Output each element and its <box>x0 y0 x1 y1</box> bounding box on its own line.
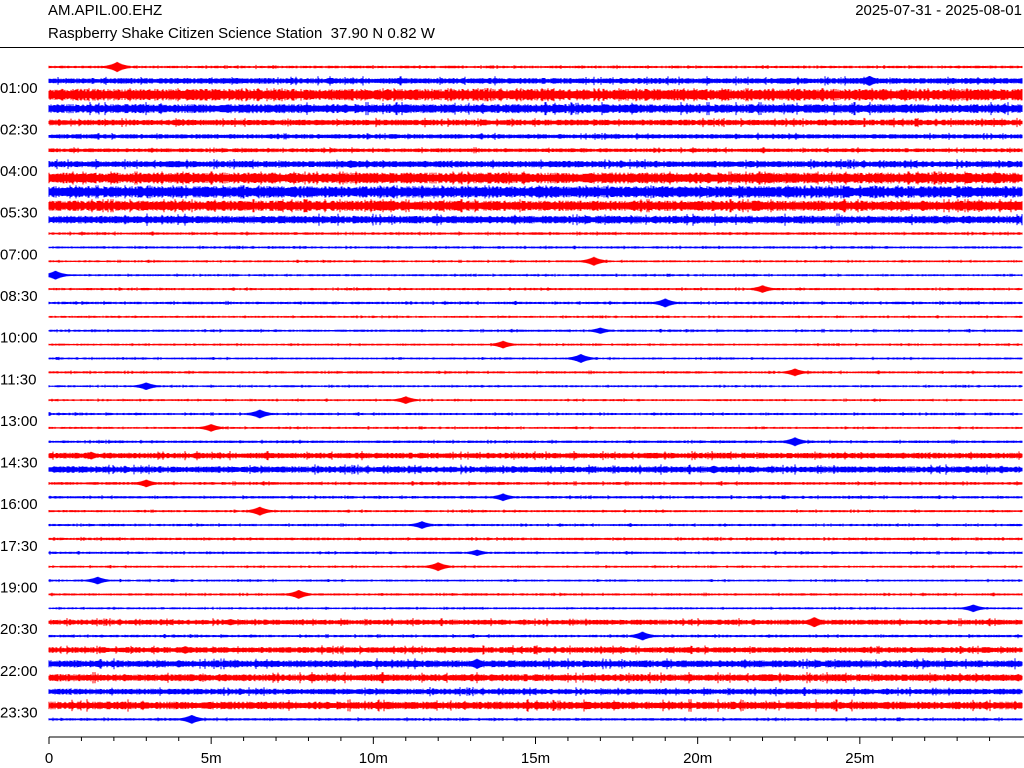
trace-row <box>48 76 1023 86</box>
trace-row <box>48 245 1023 250</box>
trace-row <box>48 88 1023 102</box>
trace-row <box>48 424 1023 432</box>
trace-row <box>48 464 1023 475</box>
trace-row <box>48 699 1023 712</box>
row-time-label: 04:00 <box>0 163 38 180</box>
trace-row <box>48 132 1023 140</box>
row-time-label: 10:00 <box>0 330 38 347</box>
trace-row <box>48 631 1023 641</box>
trace-row <box>48 715 1023 724</box>
row-time-label: 02:30 <box>0 122 38 139</box>
trace-row <box>48 159 1023 170</box>
row-time-label: 08:30 <box>0 288 38 305</box>
station-code: AM.APIL.00.EHZ <box>48 2 163 19</box>
trace-rows <box>48 61 1023 724</box>
trace-row <box>48 562 1023 572</box>
trace-row <box>48 270 1023 280</box>
x-tick-label: 10m <box>359 750 388 767</box>
trace-row <box>48 315 1023 319</box>
row-time-label: 19:00 <box>0 580 38 597</box>
trace-row <box>48 576 1023 585</box>
row-time-label: 16:00 <box>0 496 38 513</box>
trace-row <box>48 171 1023 185</box>
row-time-label: 07:00 <box>0 246 38 263</box>
row-time-label: 13:00 <box>0 413 38 430</box>
trace-row <box>48 354 1023 363</box>
trace-row <box>48 536 1023 541</box>
trace-row <box>48 521 1023 529</box>
trace-row <box>48 213 1023 226</box>
trace-row <box>48 687 1023 697</box>
trace-row <box>48 368 1023 377</box>
trace-row <box>48 451 1023 461</box>
trace-row <box>48 117 1023 128</box>
trace-row <box>48 604 1023 613</box>
trace-row <box>48 645 1023 655</box>
row-time-label: 20:30 <box>0 621 38 638</box>
header-divider <box>0 47 1024 48</box>
x-axis: 0 5m 10m 15m 20m 25m <box>45 736 1024 767</box>
x-tick-label: 15m <box>521 750 550 767</box>
row-time-label: 23:30 <box>0 704 38 721</box>
x-tick-label: 0 <box>45 750 53 767</box>
trace-row <box>48 590 1023 599</box>
trace-row <box>48 493 1023 502</box>
row-time-label: 14:30 <box>0 455 38 472</box>
trace-row <box>48 479 1023 488</box>
trace-row <box>48 231 1023 236</box>
trace-row <box>48 658 1023 670</box>
trace-row <box>48 61 1023 73</box>
trace-row <box>48 185 1023 199</box>
trace-row <box>48 617 1023 628</box>
station-description: Raspberry Shake Citizen Science Station … <box>48 25 435 42</box>
trace-row <box>48 340 1023 349</box>
row-time-label: 11:30 <box>0 371 36 388</box>
row-time-labels: 01:00 02:30 04:00 05:30 07:00 08:30 10:00 11:30… <box>0 80 38 722</box>
trace-row <box>48 672 1023 684</box>
trace-row <box>48 285 1023 293</box>
x-tick-label: 5m <box>201 750 222 767</box>
trace-row <box>48 549 1023 556</box>
trace-row <box>48 327 1023 334</box>
x-tick-label: 20m <box>683 750 712 767</box>
trace-row <box>48 382 1023 390</box>
row-time-label: 01:00 <box>0 80 38 97</box>
trace-row <box>48 506 1023 516</box>
trace-row <box>48 409 1023 419</box>
trace-row <box>48 102 1023 116</box>
x-tick-label: 25m <box>845 750 874 767</box>
trace-row <box>48 199 1023 213</box>
trace-row <box>48 396 1023 404</box>
trace-row <box>48 147 1023 154</box>
date-range: 2025-07-31 - 2025-08-01 <box>855 2 1022 19</box>
trace-row <box>48 298 1023 308</box>
row-time-label: 17:30 <box>0 538 38 555</box>
trace-row <box>48 256 1023 266</box>
row-time-label: 05:30 <box>0 205 38 222</box>
row-time-label: 22:00 <box>0 663 38 680</box>
trace-row <box>48 437 1023 447</box>
